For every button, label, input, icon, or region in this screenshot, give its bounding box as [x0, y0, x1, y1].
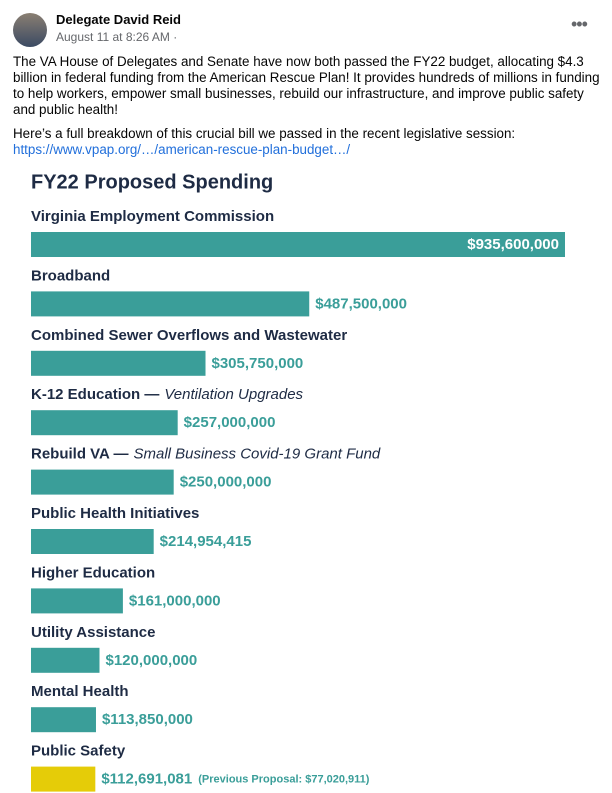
category-label: Rebuild VA — Small Business Covid-19 Gran…: [31, 446, 381, 463]
avatar[interactable]: [13, 13, 47, 47]
category-label: Virginia Employment Commission: [31, 208, 274, 225]
annotation: (Previous Proposal: $77,020,911): [198, 774, 370, 786]
bar: [31, 766, 96, 792]
value-label: $257,000,000: [184, 414, 276, 431]
category-name: Utility Assistance: [31, 624, 156, 641]
bar: [31, 469, 174, 495]
value-label: $161,000,000: [129, 592, 221, 609]
bar: [31, 232, 565, 257]
value-label: $487,500,000: [315, 295, 407, 312]
category-name: Virginia Employment Commission: [31, 208, 274, 225]
category-label: Mental Health: [31, 683, 129, 700]
post-text: The VA House of Delegates and Senate hav…: [13, 54, 600, 117]
value-label: $214,954,415: [160, 533, 252, 550]
bar: [31, 410, 178, 436]
category-label: K-12 Education — Ventilation Upgrades: [31, 386, 304, 403]
more-button[interactable]: •••: [571, 14, 588, 34]
bar: [31, 291, 310, 317]
post-link[interactable]: https://www.vpap.org/…/american-rescue-p…: [13, 142, 351, 157]
value-label: $120,000,000: [105, 652, 197, 669]
chart: FY22 Proposed Spending Virginia Employme…: [0, 165, 612, 793]
category-name: Mental Health: [31, 683, 129, 700]
chart-title: FY22 Proposed Spending: [31, 171, 273, 193]
category-label: Broadband: [31, 267, 110, 284]
bar: [31, 647, 100, 673]
bar: [31, 707, 96, 733]
category-label: Combined Sewer Overflows and Wastewater: [31, 327, 347, 344]
category-note: Small Business Covid-19 Grant Fund: [134, 446, 381, 463]
post-text: Here’s a full breakdown of this crucial …: [13, 126, 516, 141]
post-body: The VA House of Delegates and Senate hav…: [13, 54, 603, 158]
bar: [31, 529, 154, 554]
category-name: Higher Education: [31, 564, 155, 581]
value-label: $112,691,081: [101, 771, 192, 788]
value-label: $113,850,000: [102, 711, 193, 728]
value-label: $305,750,000: [212, 355, 304, 372]
category-label: Utility Assistance: [31, 624, 156, 641]
value-label: $935,600,000: [467, 236, 559, 253]
category-label: Public Health Initiatives: [31, 505, 199, 522]
category-name: Broadband: [31, 267, 110, 284]
category-name: Rebuild VA —: [31, 446, 129, 463]
bar: [31, 350, 206, 376]
category-name: Public Health Initiatives: [31, 505, 199, 522]
bar: [31, 588, 123, 614]
category-label: Public Safety: [31, 743, 126, 760]
category-name: Combined Sewer Overflows and Wastewater: [31, 327, 347, 344]
category-name: K-12 Education —: [31, 386, 159, 403]
timestamp[interactable]: August 11 at 8:26 AM ·: [56, 30, 178, 44]
category-name: Public Safety: [31, 743, 126, 760]
value-label: $250,000,000: [180, 474, 272, 491]
author-name[interactable]: Delegate David Reid: [56, 12, 181, 27]
category-note: Ventilation Upgrades: [164, 386, 303, 403]
category-label: Higher Education: [31, 564, 155, 581]
